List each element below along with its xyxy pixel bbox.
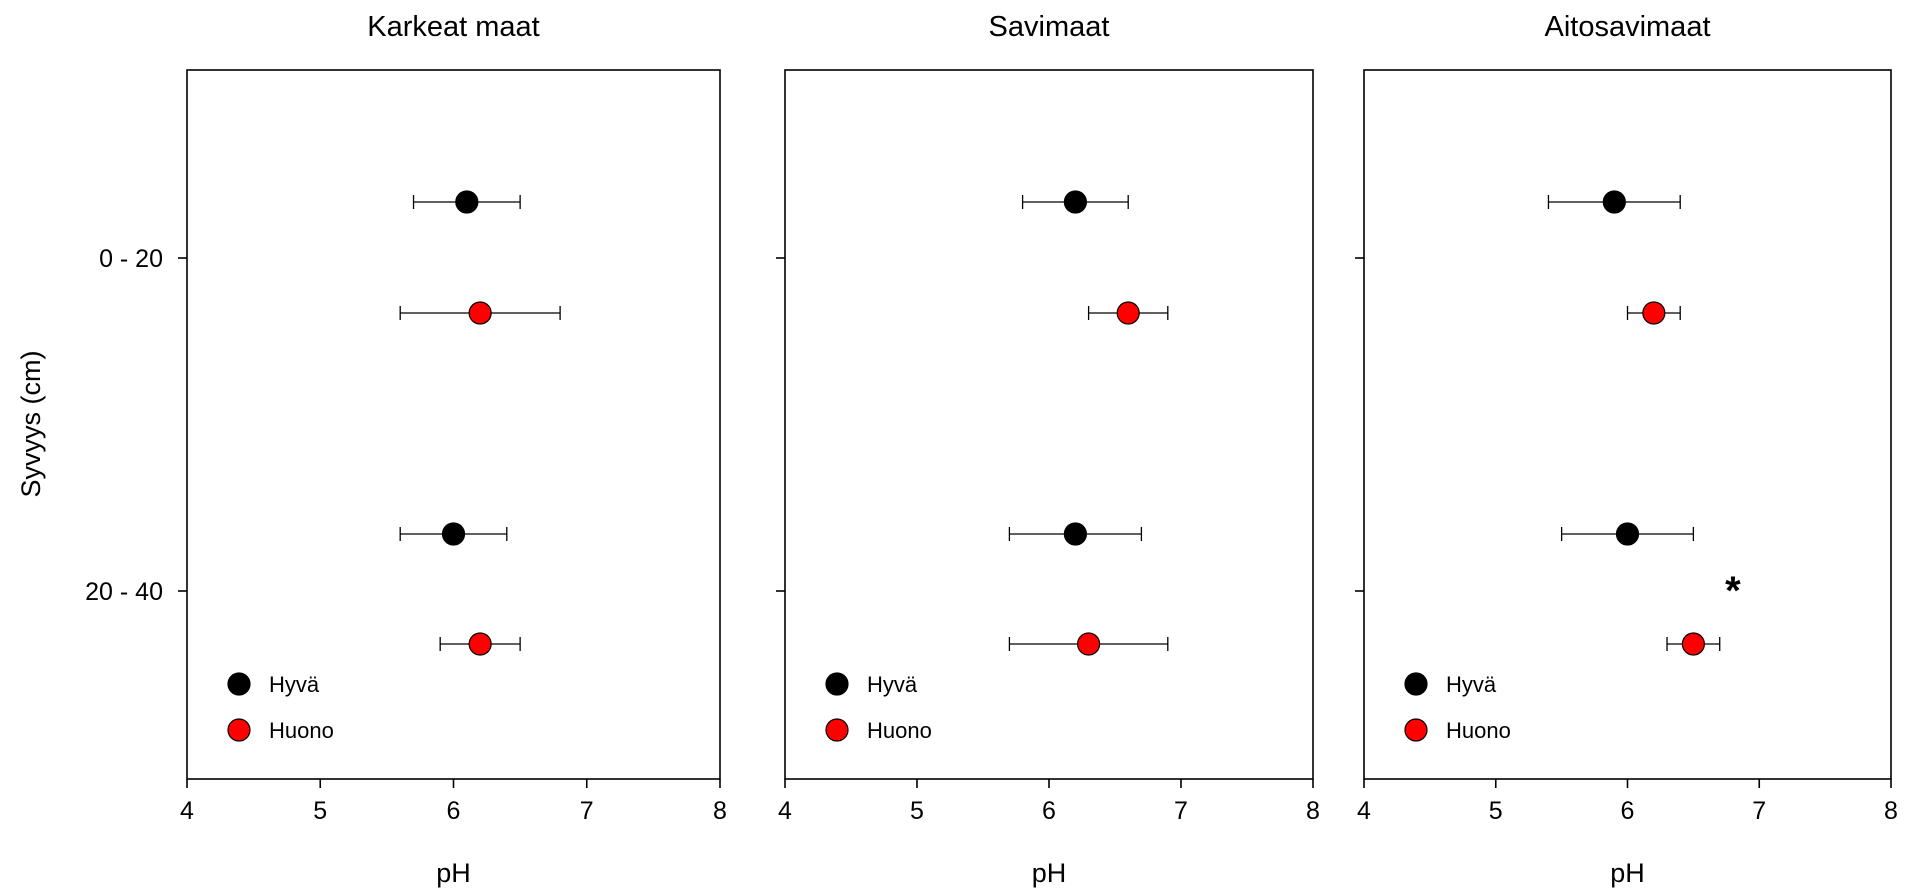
panel-1: Karkeat maat 4 5 6 7 8 pH 0 - 20 20 - 40 Hyvä Huon… xyxy=(85,11,727,888)
data-point-hyva xyxy=(455,190,479,214)
x-tick-label: 8 xyxy=(713,797,727,825)
x-tick-label: 7 xyxy=(1174,797,1188,825)
panel-3: Aitosavimaat 4 5 6 7 8 pH * Hyvä Huono xyxy=(1355,11,1898,888)
y-axis-label: Syvyys (cm) xyxy=(16,351,46,498)
plot-frame xyxy=(1363,69,1892,780)
legend-marker xyxy=(227,672,251,696)
x-tick-label: 8 xyxy=(1306,797,1320,825)
legend-label: Huono xyxy=(269,718,334,743)
legend-label: Huono xyxy=(1446,718,1511,743)
data-point-hyva xyxy=(1615,522,1640,546)
data-point-huono xyxy=(1642,301,1666,325)
x-tick-label: 8 xyxy=(1884,797,1898,825)
legend-marker xyxy=(1404,672,1428,696)
x-tick-label: 6 xyxy=(1621,797,1635,825)
data-point-huono xyxy=(468,301,492,325)
x-tick-label: 5 xyxy=(1489,797,1503,825)
x-tick-label: 6 xyxy=(447,797,461,825)
data-point-huono xyxy=(1116,301,1140,325)
legend-marker xyxy=(825,672,849,696)
x-tick-label: 6 xyxy=(1042,797,1056,825)
x-tick-label: 5 xyxy=(313,797,327,825)
x-axis-label: pH xyxy=(1032,858,1067,888)
x-tick-label: 7 xyxy=(1752,797,1766,825)
x-tick-label: 4 xyxy=(1357,797,1371,825)
plot-frame xyxy=(784,69,1314,780)
data-point-huono xyxy=(1076,632,1101,656)
legend-label: Hyvä xyxy=(867,672,918,697)
data-point-huono xyxy=(468,632,492,656)
legend-label: Hyvä xyxy=(269,672,320,697)
legend-marker xyxy=(1404,718,1428,742)
legend-label: Huono xyxy=(867,718,932,743)
panel-2: Savimaat 4 5 6 7 8 pH Hyvä Huono xyxy=(776,11,1320,888)
x-tick-label: 5 xyxy=(910,797,924,825)
x-tick-label: 7 xyxy=(580,797,594,825)
x-axis-label: pH xyxy=(436,858,471,888)
y-tick-label: 20 - 40 xyxy=(85,578,163,606)
legend-marker xyxy=(227,718,251,742)
x-axis-label: pH xyxy=(1610,858,1645,888)
data-point-hyva xyxy=(1063,190,1088,214)
panel-title: Karkeat maat xyxy=(367,11,539,43)
data-point-hyva xyxy=(1063,522,1088,546)
panels: Karkeat maat 4 5 6 7 8 pH 0 - 20 20 - 40 Hyvä Huon… xyxy=(85,11,1898,888)
panel-title: Aitosavimaat xyxy=(1544,11,1710,43)
x-tick-label: 4 xyxy=(778,797,792,825)
significance-marker: * xyxy=(1725,569,1741,613)
legend-marker xyxy=(825,718,849,742)
data-point-hyva xyxy=(1602,190,1626,214)
plot-frame xyxy=(186,69,721,780)
x-tick-label: 4 xyxy=(180,797,194,825)
legend-label: Hyvä xyxy=(1446,672,1497,697)
data-point-hyva xyxy=(441,522,466,546)
y-tick-label: 0 - 20 xyxy=(99,245,163,273)
panel-title: Savimaat xyxy=(989,11,1110,43)
data-point-huono xyxy=(1681,632,1705,656)
